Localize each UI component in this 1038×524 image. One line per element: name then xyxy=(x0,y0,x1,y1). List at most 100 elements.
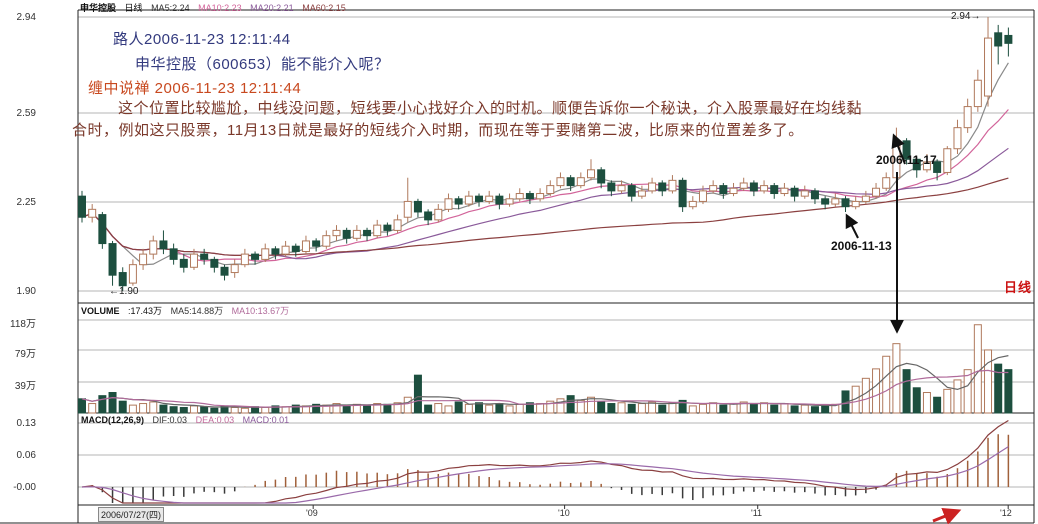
volume-bar xyxy=(210,407,219,414)
volume-bar xyxy=(128,404,137,414)
candle-body xyxy=(698,190,707,202)
candle-body xyxy=(312,240,321,247)
volume-bar xyxy=(139,403,148,414)
candle-body xyxy=(454,198,463,205)
macd-value: MACD:0.01 xyxy=(242,415,290,425)
candle-body xyxy=(790,187,799,197)
period-label: 日线 xyxy=(124,3,143,13)
candle-body xyxy=(536,193,545,200)
candle-body xyxy=(78,195,86,218)
volume-bar xyxy=(892,343,901,414)
forum-reply-line1: 这个位置比较尴尬，中线没问题，短线要小心找好介入的时机。顺便告诉你一个秘诀，介入… xyxy=(118,100,863,117)
candle-body xyxy=(210,258,219,268)
volume-bar xyxy=(98,395,107,414)
volume-bar xyxy=(373,403,382,414)
candle-body xyxy=(668,179,677,192)
candle-body xyxy=(169,248,178,260)
volume-bar xyxy=(800,404,809,414)
candle-body xyxy=(587,169,595,179)
volume-tick-39: 39万 xyxy=(14,381,36,392)
volume-bar xyxy=(821,405,830,414)
volume-bar xyxy=(383,403,392,414)
volume-bar xyxy=(566,395,575,414)
volume-bar xyxy=(536,403,545,414)
candle-body xyxy=(128,264,137,284)
chart-header: 申华控股 日线 MA5:2.24 MA10:2.23 MA20:2.21 MA6… xyxy=(80,1,352,14)
volume-bar xyxy=(698,403,707,414)
candle-body xyxy=(566,177,575,187)
volume-bar xyxy=(729,403,738,414)
price-ma10-line xyxy=(81,109,1009,262)
candle-body xyxy=(281,245,290,255)
candle-body xyxy=(118,272,127,287)
red-arrow-annotation xyxy=(932,507,962,524)
candle-body xyxy=(648,182,657,192)
volume-bar xyxy=(546,400,555,414)
candle-body xyxy=(505,198,514,205)
volume-bar xyxy=(953,379,962,414)
candle-body xyxy=(658,182,667,192)
volume-bar xyxy=(607,403,616,414)
volume-bar xyxy=(678,399,687,414)
volume-bar xyxy=(668,402,677,414)
dif-line xyxy=(81,419,1009,504)
candle-body xyxy=(749,182,758,192)
candle-body xyxy=(342,229,351,239)
volume-bar xyxy=(790,405,799,414)
volume-bar xyxy=(770,404,779,414)
volume-ma5: MA5:14.88万 xyxy=(170,306,224,316)
candle-body xyxy=(352,229,361,239)
volume-bar xyxy=(149,401,158,414)
volume-bar xyxy=(189,405,198,414)
volume-bar xyxy=(749,403,758,414)
cursor-date-label[interactable]: 2006/07/27(四) xyxy=(98,507,165,522)
forum-reply-line2: 合时，例如这只股票，11月13日就是最好的短线介入时期，而现在等于要赌第二波，比… xyxy=(72,122,804,139)
volume-bar xyxy=(780,403,789,414)
macd-tick-013: 0.13 xyxy=(16,418,36,429)
volume-bar xyxy=(169,406,178,414)
candle-body xyxy=(933,161,942,173)
date-annotation-nov13: 2006-11-13 xyxy=(831,239,892,253)
volume-bar xyxy=(719,404,728,414)
candle-body xyxy=(810,190,819,200)
candle-body xyxy=(688,200,697,208)
volume-bar xyxy=(617,402,626,414)
forum-post-user-line: 路人2006-11-23 12:11:44 xyxy=(113,31,291,48)
volume-bar xyxy=(312,403,321,414)
volume-bar xyxy=(393,402,402,414)
candle-body xyxy=(597,169,606,184)
volume-bar xyxy=(963,369,972,414)
volume-bar xyxy=(1004,369,1013,414)
candle-body xyxy=(719,185,728,195)
candle-body xyxy=(546,185,555,195)
dea-line xyxy=(81,446,1009,504)
candle-body xyxy=(332,229,341,237)
candle-body xyxy=(108,243,117,276)
candle-body xyxy=(495,195,504,205)
candle-body xyxy=(912,158,921,171)
low-price-label: ←1.90 xyxy=(109,286,139,297)
candle-body xyxy=(383,224,392,231)
volume-panel-header: VOLUME :17.43万 MA5:14.88万 MA10:13.67万 xyxy=(81,304,295,317)
volume-bar xyxy=(505,405,514,414)
volume-bar xyxy=(475,402,484,414)
forum-post-question: 申华控股（600653）能不能介入呢？ xyxy=(135,56,390,73)
candle-body xyxy=(953,127,962,150)
volume-bar xyxy=(556,398,565,414)
volume-bar xyxy=(587,396,595,414)
price-tick-2-94: 2.94 xyxy=(16,12,36,23)
month-tick-oct: '10 xyxy=(558,508,570,518)
volume-current: :17.43万 xyxy=(128,306,163,316)
macd-tick-006: 0.06 xyxy=(16,450,36,461)
candle-body xyxy=(617,185,626,192)
price-tick-2-25: 2.25 xyxy=(16,197,36,208)
volume-bar xyxy=(444,405,453,414)
candle-body xyxy=(831,198,840,205)
candle-body xyxy=(525,193,534,200)
candle-body xyxy=(373,224,382,237)
volume-bar xyxy=(363,404,372,414)
ma20-value: MA20:2.21 xyxy=(250,3,294,13)
candle-body xyxy=(271,248,280,255)
candle-body xyxy=(678,179,687,208)
